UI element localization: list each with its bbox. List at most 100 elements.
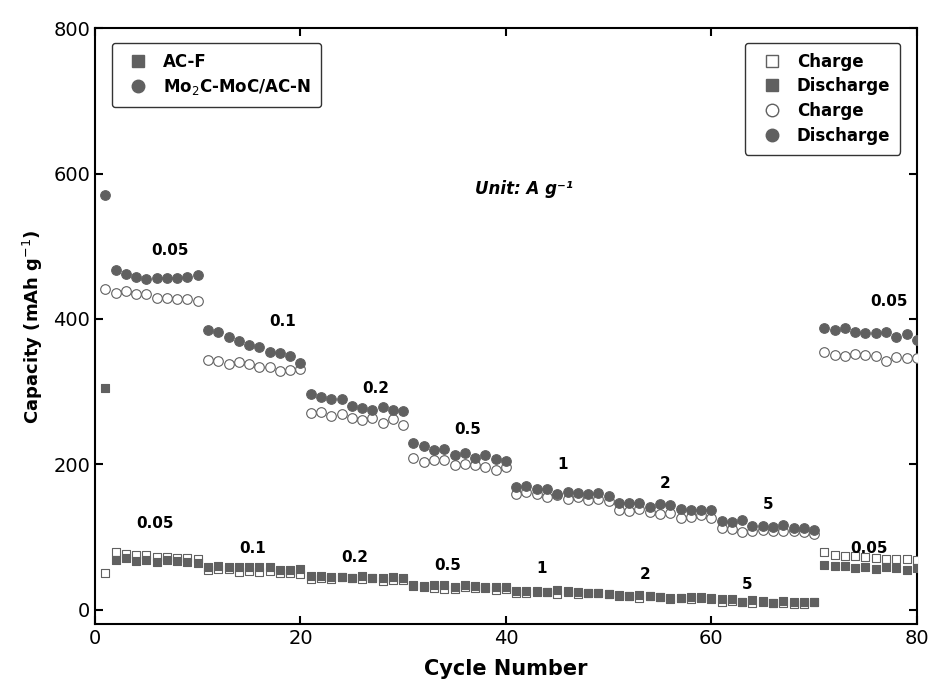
Point [437,583,452,594]
Text: 0.05: 0.05 [136,517,174,531]
Point [427,444,442,455]
Point [909,554,924,566]
Point [200,354,216,365]
Point [673,512,688,523]
Point [211,355,226,366]
Point [909,563,924,574]
Point [879,554,894,565]
Point [612,591,627,602]
Point [807,596,822,608]
Point [858,561,873,573]
Point [324,393,339,405]
Point [724,524,739,535]
Point [899,328,914,339]
Point [550,488,565,499]
Point [118,552,133,564]
Point [570,589,585,600]
Point [365,573,380,584]
Point [108,264,124,275]
Point [621,590,637,601]
Point [170,552,185,564]
Point [868,328,884,339]
Point [395,406,410,417]
Point [303,388,318,399]
Point [149,556,164,567]
Point [282,567,297,578]
Point [745,598,760,609]
Point [241,358,256,370]
Point [211,327,226,338]
Point [837,350,852,361]
Point [262,566,277,577]
Point [796,597,811,608]
Point [231,561,246,572]
Point [221,564,237,575]
Point [540,587,555,598]
Point [663,594,678,605]
Point [416,580,431,592]
Point [354,414,370,425]
Legend: Charge, Discharge, Charge, Discharge: Charge, Discharge, Charge, Discharge [745,43,901,155]
Point [642,506,657,517]
Point [673,593,688,604]
Point [817,559,832,570]
Point [540,587,555,598]
Point [879,326,894,337]
Point [467,581,483,592]
Point [704,505,719,516]
Point [704,593,719,604]
Point [776,595,791,606]
Point [868,351,884,362]
Point [241,566,256,577]
Point [653,592,668,603]
Point [519,486,534,498]
Point [314,573,329,584]
Point [714,596,730,608]
Point [354,573,370,584]
Point [817,346,832,357]
Point [324,411,339,422]
Point [314,407,329,418]
Point [837,550,852,561]
Point [160,552,175,563]
Point [888,332,903,343]
Point [314,391,329,402]
Text: 5: 5 [742,578,752,592]
Point [437,580,452,591]
Point [354,402,370,414]
Point [128,555,143,566]
Text: 0.5: 0.5 [454,422,482,437]
Point [344,400,359,412]
Point [303,573,318,584]
Point [550,490,565,501]
Point [755,524,770,536]
Point [745,520,760,531]
Point [899,353,914,364]
Point [180,272,195,283]
Point [344,573,359,584]
Point [252,342,267,353]
Point [446,449,462,461]
Point [899,554,914,565]
Point [98,284,113,295]
Point [827,350,843,361]
Point [273,565,288,576]
Point [560,486,575,497]
Point [334,572,350,583]
Point [282,564,297,575]
Point [344,412,359,423]
Point [837,560,852,571]
Text: 0.5: 0.5 [434,558,461,573]
Point [334,393,350,405]
Point [241,561,256,572]
Point [395,575,410,586]
Point [437,454,452,466]
Point [807,524,822,536]
Point [683,594,698,605]
Point [98,190,113,201]
Point [560,585,575,596]
Point [621,506,637,517]
Point [601,589,617,600]
Point [529,489,544,500]
Text: 0.05: 0.05 [151,243,189,258]
